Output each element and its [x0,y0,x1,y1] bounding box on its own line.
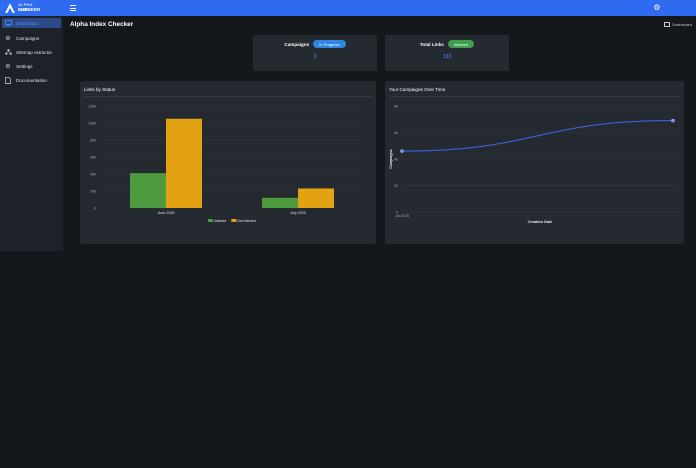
y-tick-label: 40 [394,157,398,161]
sidebar-item-label: Dashboard [16,20,39,26]
campaigns-over-time-chart: 0 20 40 60 80 Jun 2025 Creation Date Campaigns [389,104,678,224]
stat-label: Total Links [419,41,444,47]
status-badge: Indexed [447,40,475,48]
legend-label: Not Indexed [237,219,255,223]
x-tick-label: June 2025 [158,211,175,215]
sidebar-item-label: Documentation [16,77,47,83]
y-axis-label: Campaigns [389,149,393,168]
gear-icon: ⚙ [5,35,11,42]
breadcrumb-label: Dashboard [672,22,692,27]
y-tick-label: 0 [396,210,398,214]
sidebar-item-label: Campaigns [16,35,40,41]
sidebar-item-documentation[interactable]: Documentation [2,75,61,85]
y-tick-label: 0 [94,206,96,210]
legend-swatch [231,219,237,222]
bar-indexed [262,197,298,208]
bar-not-indexed [298,188,334,208]
y-tick-label: 600 [90,155,96,159]
x-tick-label: Jun 2025 [395,214,409,218]
sidebar-item-dashboard[interactable]: Dashboard [2,18,61,28]
gear-icon: ⚙ [5,63,11,70]
y-tick-label: 20 [394,184,398,188]
stat-value: 133 [442,54,452,60]
stat-value: 3 [313,54,317,60]
logo-line2: CHECKER [18,7,41,12]
settings-gear-icon[interactable]: ⚙ [653,3,661,12]
legend-label: Indexed [214,219,226,223]
y-tick-label: 1200 [88,104,96,108]
y-tick-label: 800 [90,138,96,142]
y-tick-label: 400 [90,172,96,176]
campaigns-over-time-card: Your Campaigns Over Time 0 20 40 60 80 Jun 20… [385,81,684,244]
links-stat-card: Total Links Indexed 133 [385,35,509,71]
sidebar-item-sitemap-extractor[interactable]: Sitemap extractor [2,47,61,57]
y-tick-label: 60 [394,131,398,135]
y-tick-label: 1000 [88,121,96,125]
legend-swatch [208,219,213,222]
monitor-icon [664,22,671,27]
bar-not-indexed [166,118,202,208]
data-point [671,118,675,123]
sidebar: Dashboard ⚙ Campaigns Sitemap extractor … [0,16,63,251]
page-title: Alpha Index Checker [70,21,134,28]
app-logo[interactable]: ALPHA INDEX CHECKER [4,2,44,14]
chart-title: Your Campaigns Over Time [389,87,446,92]
document-icon [4,76,12,84]
x-tick-label: July 2025 [290,211,305,215]
stat-label: Campaigns [284,41,310,47]
bar-indexed [130,173,166,208]
data-point [400,149,404,153]
y-tick-label: 80 [394,104,398,108]
chart-title: Links by Status [84,87,116,92]
y-tick-label: 200 [90,189,96,193]
links-by-status-card: Links by Status 0 200 400 600 800 1000 1200 Jun… [80,81,376,244]
x-axis-label: Creation Date [528,220,553,224]
sidebar-item-settings[interactable]: ⚙ Settings [2,61,61,71]
menu-toggle-icon[interactable] [70,5,76,11]
sidebar-item-campaigns[interactable]: ⚙ Campaigns [2,33,61,43]
logo-line1: ALPHA INDEX [18,2,33,12]
logo-mark-icon [5,3,15,13]
monitor-icon [4,19,12,27]
sidebar-item-label: Sitemap extractor [16,49,52,55]
campaigns-stat-card: Campaigns In Progress 3 [253,35,377,71]
breadcrumb[interactable]: Dashboard [664,22,692,27]
top-bar: ALPHA INDEX CHECKER ⚙ [0,0,696,16]
sidebar-item-label: Settings [16,63,33,69]
links-by-status-chart: 0 200 400 600 800 1000 1200 June 2025 July 2025 I… [88,104,364,223]
sitemap-icon [4,48,12,56]
series-line [401,120,674,152]
status-badge: In Progress [313,40,346,48]
